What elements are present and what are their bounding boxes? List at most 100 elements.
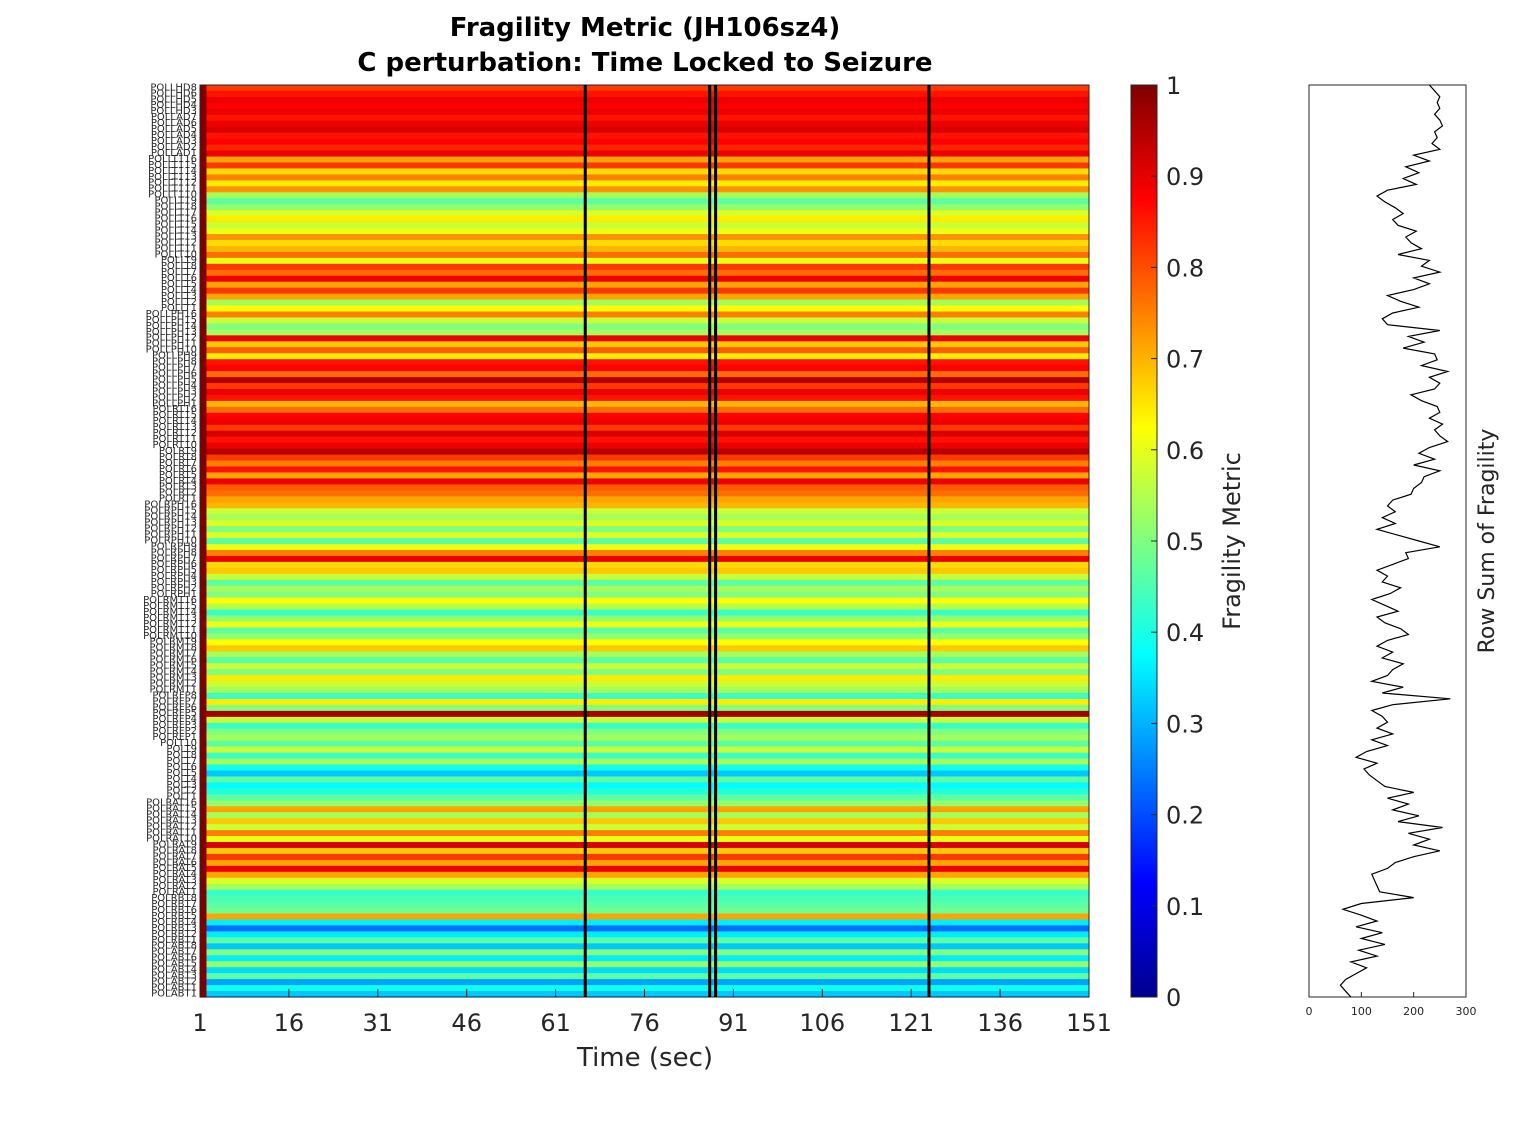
heatmap-row-label: POLRPH2 (151, 583, 197, 594)
heatmap-row-label: POLLPH10 (146, 345, 197, 356)
heatmap-row-label: POLRPH6 (151, 559, 197, 570)
heatmap-plot: POLLHD8POLLHD6POLLHD5POLLHD4POLLHD3POLLA… (143, 82, 1112, 1073)
heatmap-first-column-cell (200, 287, 207, 295)
heatmap-row-label: POLLHD8 (150, 82, 197, 93)
heatmap-row-label: POLLPH16 (146, 309, 197, 320)
heatmap-first-column-cell (200, 317, 207, 325)
heatmap-row-label: POLRPH11 (144, 529, 197, 540)
heatmap-row (205, 895, 1089, 903)
heatmap-row-label: POLABT5 (151, 959, 197, 970)
heatmap-first-column-cell (200, 228, 207, 235)
heatmap-row-label: POLABT1 (151, 988, 197, 999)
heatmap-row-label: POLRPH7 (151, 553, 197, 564)
heatmap-row (205, 299, 1089, 307)
heatmap-row (205, 806, 1089, 813)
heatmap-row (205, 406, 1089, 414)
heatmap-row-label: POLRPH13 (144, 518, 197, 529)
heatmap-first-column-cell (200, 371, 207, 378)
heatmap-first-column-cell (200, 877, 207, 885)
heatmap-first-column-cell (200, 865, 207, 873)
heatmap-first-column-cell (200, 704, 207, 712)
heatmap-row (205, 418, 1089, 426)
heatmap-first-column-cell (200, 895, 207, 903)
heatmap-row-label: POLT10 (160, 738, 197, 749)
heatmap-first-column-cell (200, 687, 207, 694)
heatmap-row (205, 293, 1089, 301)
heatmap-row (205, 156, 1089, 164)
heatmap-row (205, 859, 1089, 867)
heatmap-row (205, 234, 1089, 241)
heatmap-row-label: POLLPH2 (152, 392, 197, 403)
heatmap-row (205, 394, 1089, 402)
heatmap-row-label: POLLT14 (155, 225, 198, 236)
heatmap-row (205, 693, 1089, 700)
heatmap-first-column-cell (200, 305, 207, 313)
heatmap-first-column-cell (200, 454, 207, 462)
heatmap-row (205, 633, 1089, 640)
heatmap-first-column-cell (200, 883, 207, 891)
heatmap-row (205, 955, 1089, 962)
heatmap-row-label: POLRMT5 (149, 661, 197, 672)
heatmap-row (205, 502, 1089, 509)
heatmap-row-label: POLRT10 (152, 440, 197, 451)
heatmap-row-label: POLRT4 (159, 476, 197, 487)
heatmap-row (205, 758, 1089, 766)
heatmap-row-label: POLRFP3 (152, 720, 197, 731)
heatmap-row-label: POLRMT15 (143, 601, 197, 612)
heatmap-first-column-cell (200, 621, 207, 629)
heatmap-row-label: POLLT9 (161, 255, 197, 266)
heatmap-row-label: POLRFP4 (152, 714, 197, 725)
heatmap-dark-columns (583, 85, 931, 997)
heatmap-row (205, 919, 1089, 927)
heatmap-row-label: POLRBT5 (151, 911, 197, 922)
heatmap-first-column-cell (200, 776, 207, 784)
heatmap-row-label: POLRMT9 (149, 637, 197, 648)
row-sum-line (1339, 84, 1451, 998)
heatmap-first-column-cell (200, 329, 207, 336)
heatmap-first-column-cell (200, 681, 207, 688)
heatmap-row-label: POLLT116 (148, 154, 197, 165)
heatmap-row (205, 514, 1089, 521)
heatmap-row-label: POLRFP7 (152, 696, 197, 707)
heatmap-row (205, 543, 1089, 551)
heatmap-first-column-cell (200, 782, 207, 789)
heatmap-row (205, 162, 1089, 170)
heatmap-row (205, 239, 1089, 247)
heatmap-first-column-cell (200, 633, 207, 640)
heatmap-x-tick-label: 136 (977, 1009, 1023, 1037)
heatmap-first-column-cell (200, 859, 207, 867)
heatmap-row-label: POLLHD6 (150, 88, 197, 99)
heatmap-first-column-cell (200, 311, 207, 319)
heatmap-first-column-cell (200, 770, 207, 778)
heatmap-first-column-cell (200, 871, 207, 879)
heatmap-row-label: POLLPH7 (152, 363, 197, 374)
heatmap-first-column-cell (200, 251, 207, 259)
colorbar-tick-label: 0.8 (1166, 254, 1204, 282)
heatmap-row (205, 102, 1089, 110)
heatmap-row-label: POLRT7 (159, 458, 197, 469)
heatmap-row (205, 484, 1089, 491)
heatmap-first-column-cell (200, 722, 207, 730)
heatmap-row-label: POLLHD5 (150, 94, 197, 105)
heatmap-row (205, 925, 1089, 933)
heatmap-row-label: POLT9 (166, 744, 197, 755)
heatmap-first-column-cell (200, 90, 207, 98)
heatmap-x-tick-label: 1 (192, 1009, 207, 1037)
heatmap-first-column-cell (200, 150, 207, 158)
heatmap-first-column-cell (200, 627, 207, 634)
heatmap-first-column-cell (200, 830, 207, 837)
row-sum-x-tick-label: 100 (1351, 1005, 1372, 1018)
heatmap-first-column-cell (200, 85, 207, 92)
heatmap-row (205, 186, 1089, 193)
row-sum-axes-box (1308, 84, 1467, 998)
heatmap-row (205, 353, 1089, 360)
row-sum-plot: 0 100 200 300 Row Sum of Fragility (1306, 84, 1500, 1018)
heatmap-first-column-cell (200, 728, 207, 736)
colorbar-tick-label: 0.6 (1166, 437, 1204, 465)
heatmap-first-column-cell (200, 967, 207, 974)
heatmap-first-column-cell (200, 901, 207, 909)
heatmap-first-column-cell (200, 269, 207, 277)
heatmap-row (205, 865, 1089, 873)
heatmap-row-label: POLRAT16 (146, 798, 197, 809)
